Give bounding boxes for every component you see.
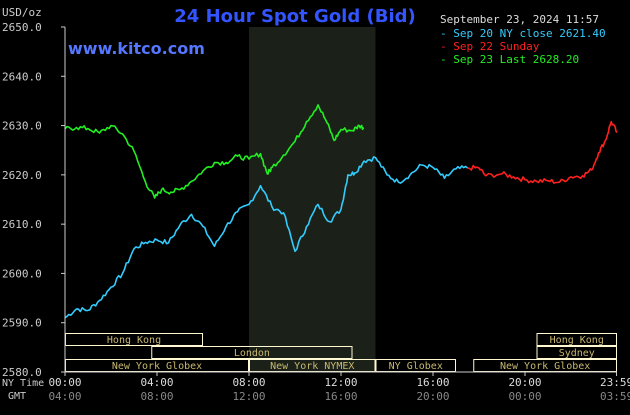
session-label: New York NYMEX (270, 361, 354, 372)
legend-item: - Sep 22 Sunday (440, 40, 540, 53)
session-bar (151, 346, 353, 359)
session-label: Hong Kong (107, 335, 161, 346)
session-label: New York Globex (112, 361, 202, 372)
x-ticks: 00:0004:0004:0008:0008:0012:0012:0016:00… (48, 372, 630, 403)
x-tick-label-ny: 12:00 (324, 376, 357, 389)
x-tick-label-gmt: 04:00 (48, 390, 81, 403)
y-ticks: 2650.0 2640.0 2630.0 2620.0 2610.0 2600.0 2590… (2, 21, 65, 379)
legend: - Sep 20 NY close 2621.40- Sep 22 Sunday… (440, 27, 606, 66)
x-tick-label-gmt: 08:00 (140, 390, 173, 403)
ny-time-label: NY Time (2, 378, 44, 389)
series-line (64, 156, 468, 319)
brand-watermark: www.kitco.com (68, 39, 205, 58)
x-tick-label-ny: 20:00 (508, 376, 541, 389)
timestamp: September 23, 2024 11:57 (440, 13, 599, 26)
session-label: Hong Kong (550, 335, 604, 346)
session-label: Sydney (559, 348, 595, 359)
legend-item: - Sep 23 Last 2628.20 (440, 53, 579, 66)
x-tick-label-ny: 16:00 (416, 376, 449, 389)
x-tick-label-gmt: 16:00 (324, 390, 357, 403)
y-tick-label: 2620.0 (2, 169, 42, 182)
legend-item: - Sep 20 NY close 2621.40 (440, 27, 606, 40)
x-tick-label-ny: 00:00 (48, 376, 81, 389)
chart-title: 24 Hour Spot Gold (Bid) (174, 6, 415, 27)
y-tick-label: 2600.0 (2, 267, 42, 280)
x-tick-label-ny: 04:00 (140, 376, 173, 389)
series-line (64, 104, 365, 199)
session-label: NY Globex (389, 361, 443, 372)
x-tick-label-gmt: 00:00 (508, 390, 541, 403)
x-tick-label-gmt: 20:00 (416, 390, 449, 403)
session-bar (536, 333, 617, 346)
series-line (467, 120, 618, 184)
session-label: London (234, 348, 270, 359)
session-label: New York Globex (500, 361, 590, 372)
y-tick-label: 2590.0 (2, 317, 42, 330)
x-tick-label-gmt: 03:59 (600, 390, 630, 403)
y-tick-label: 2630.0 (2, 120, 42, 133)
x-tick-label-gmt: 12:00 (232, 390, 265, 403)
y-tick-label: 2610.0 (2, 218, 42, 231)
series-lines (64, 104, 618, 319)
y-tick-label: 2580.0 (2, 366, 42, 379)
y-tick-label: 2640.0 (2, 70, 42, 83)
gmt-label: GMT (8, 391, 26, 402)
y-tick-label: 2650.0 (2, 21, 42, 34)
x-tick-label-ny: 23:59 (600, 376, 630, 389)
session-bar (536, 346, 617, 359)
y-axis-label: USD/oz (2, 6, 42, 19)
x-tick-label-ny: 08:00 (232, 376, 265, 389)
nymex-session-shade (249, 27, 376, 372)
